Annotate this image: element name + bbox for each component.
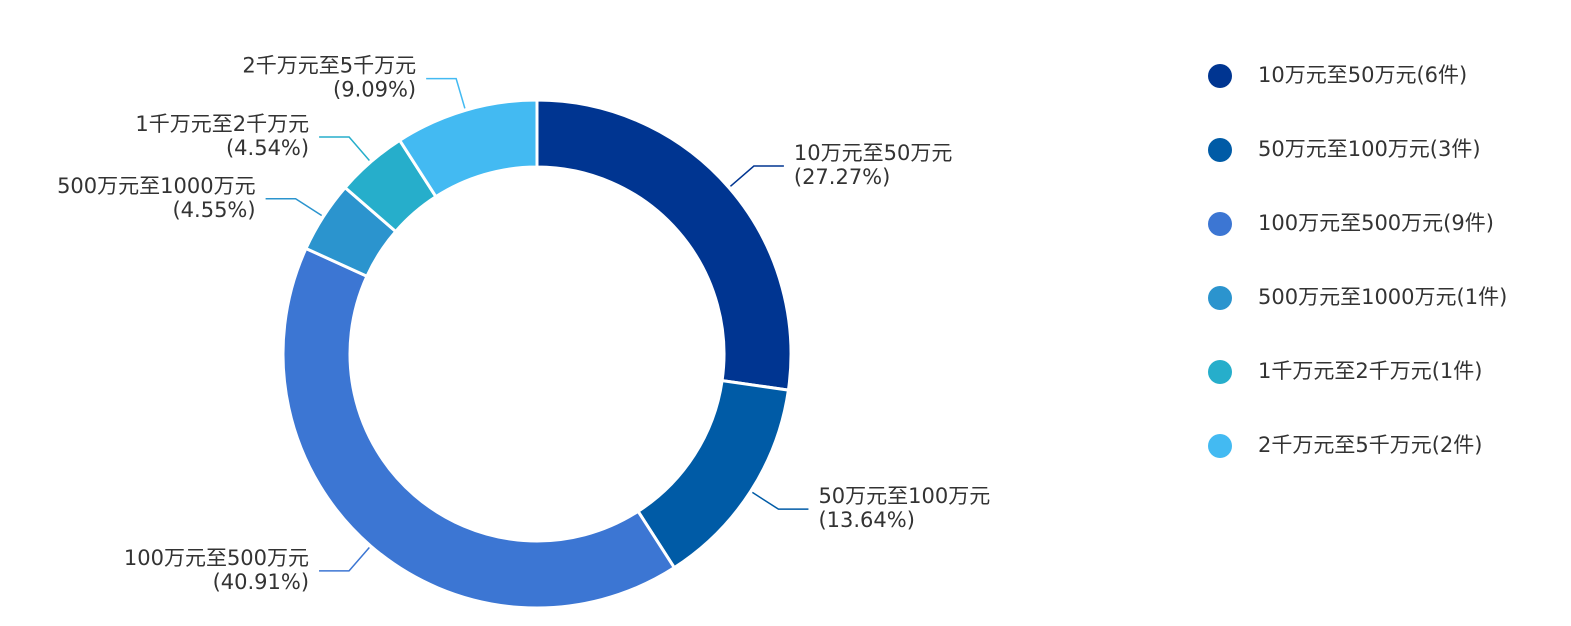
donut-slice-2 <box>636 379 790 570</box>
leader-line-1 <box>729 165 784 187</box>
legend-marker-icon <box>1208 360 1232 384</box>
legend-item-1[interactable]: 10万元至50万元(6件) <box>1208 63 1467 88</box>
data-label-category: 1千万元至2千万元 <box>135 112 309 136</box>
data-label-category: 10万元至50万元 <box>794 141 952 165</box>
leader-line-3 <box>319 546 370 572</box>
data-label-category: 50万元至100万元 <box>818 484 990 508</box>
leader-line-2 <box>751 491 809 510</box>
donut-slice-6 <box>398 98 539 199</box>
legend-label: 2千万元至5千万元(2件) <box>1258 433 1482 457</box>
donut-slice-1 <box>535 98 793 392</box>
data-label-category: 500万元至1000万元 <box>57 174 256 198</box>
data-label-percent: (9.09%) <box>333 78 416 102</box>
leader-line-4 <box>265 198 323 217</box>
leader-line-5 <box>319 136 370 161</box>
label-leader-lines <box>265 77 809 572</box>
data-labels: 10万元至50万元(27.27%) 50万元至100万元(13.64%) 100万元… <box>57 54 990 594</box>
legend-item-6[interactable]: 2千万元至5千万元(2件) <box>1208 433 1482 458</box>
legend-marker-icon <box>1208 138 1232 162</box>
legend-label: 1千万元至2千万元(1件) <box>1258 359 1482 383</box>
legend-label: 100万元至500万元(9件) <box>1258 211 1494 235</box>
legend-item-4[interactable]: 500万元至1000万元(1件) <box>1208 285 1507 310</box>
legend-label: 10万元至50万元(6件) <box>1258 63 1467 87</box>
donut-slices <box>281 98 793 610</box>
data-label-category: 2千万元至5千万元 <box>242 54 416 78</box>
donut-slice-3 <box>281 246 676 610</box>
data-label-percent: (27.27%) <box>794 165 890 189</box>
legend-marker-icon <box>1208 434 1232 458</box>
data-label-percent: (4.54%) <box>226 136 309 160</box>
legend-marker-icon <box>1208 212 1232 236</box>
leader-line-6 <box>426 77 466 109</box>
data-label-category: 100万元至500万元 <box>124 546 309 570</box>
data-label-percent: (40.91%) <box>213 570 309 594</box>
legend-label: 50万元至100万元(3件) <box>1258 137 1481 161</box>
data-label-percent: (4.55%) <box>172 198 255 222</box>
legend-item-3[interactable]: 100万元至500万元(9件) <box>1208 211 1494 236</box>
legend-label: 500万元至1000万元(1件) <box>1258 285 1507 309</box>
legend-item-2[interactable]: 50万元至100万元(3件) <box>1208 137 1481 162</box>
data-label-percent: (13.64%) <box>818 508 914 532</box>
legend-item-5[interactable]: 1千万元至2千万元(1件) <box>1208 359 1482 384</box>
legend-marker-icon <box>1208 64 1232 88</box>
legend: 10万元至50万元(6件) 50万元至100万元(3件) 100万元至500万元(9… <box>1208 63 1507 458</box>
legend-marker-icon <box>1208 286 1232 310</box>
